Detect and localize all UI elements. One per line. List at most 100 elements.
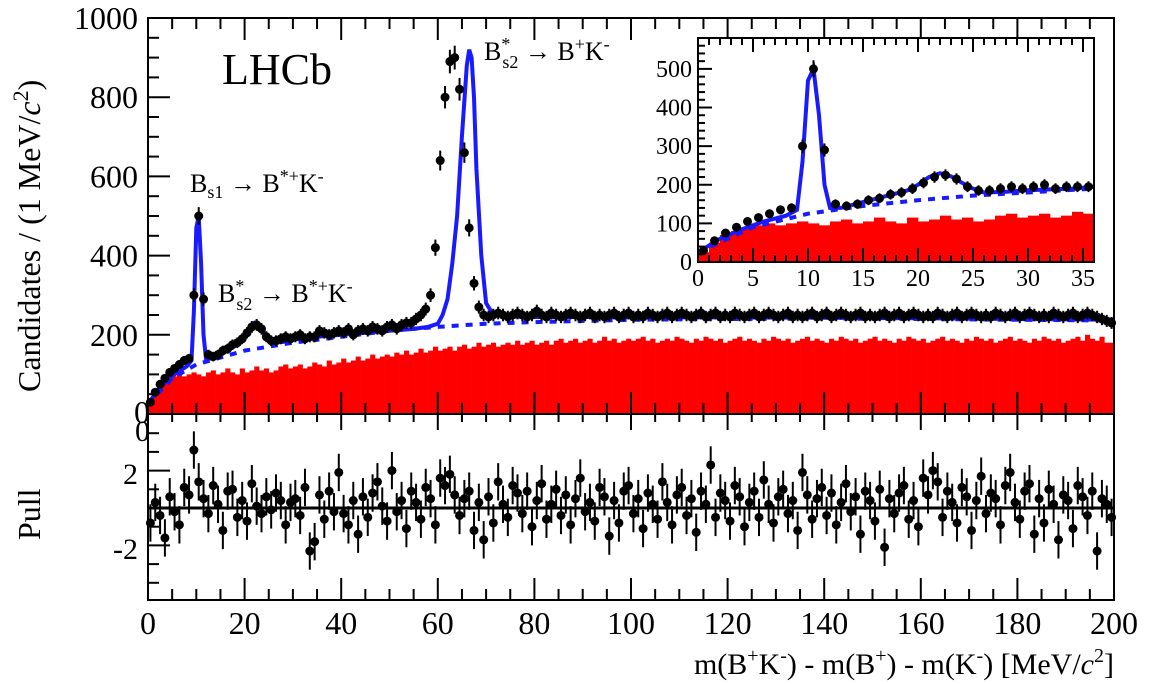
data-point [541,514,551,524]
data-point [421,482,431,492]
histogram-bar [205,372,212,414]
histogram-bar [911,338,917,414]
data-point [421,304,431,314]
data-point [416,514,426,524]
data-point [585,497,595,507]
data-point [691,527,701,537]
x-tick-label: 180 [993,605,1041,641]
data-point [918,473,928,483]
data-point [392,507,402,517]
histogram-bar [1109,342,1115,414]
data-point [754,512,764,522]
pull-axis-title: Pull [11,488,47,540]
data-point [522,486,532,496]
histogram-bar [519,344,526,414]
histogram-bar [790,342,796,414]
histogram-bar [350,360,356,414]
histogram-bar [1027,342,1033,414]
histogram-bar [413,352,419,414]
x-tick-label: 80 [518,605,550,641]
histogram-bar [780,340,786,414]
data-point [358,492,368,502]
data-point [677,482,687,492]
histogram-bar [713,340,719,414]
data-point [184,354,194,364]
histogram-bar [896,338,902,414]
data-point [776,205,785,215]
data-point [711,512,721,522]
histogram-bar [239,368,245,414]
data-point [1039,518,1049,528]
data-point [696,486,706,496]
data-point [580,507,590,517]
data-point [614,518,624,528]
data-point [807,514,817,524]
histogram-bar [529,340,535,414]
data-point [812,494,822,504]
histogram-bar [737,336,743,414]
data-point [864,195,873,205]
data-point [512,488,522,498]
data-point [590,516,600,526]
histogram-bar [196,374,202,414]
histogram-bar [775,225,787,262]
histogram-bar [1041,336,1047,414]
histogram-bar [220,372,226,414]
histogram-bar [1012,340,1018,414]
histogram-bar [824,342,830,414]
histogram-bar [225,368,231,414]
histogram-bar [954,340,960,414]
data-point [633,494,643,504]
histogram-bar [278,366,284,414]
data-point [908,184,917,194]
data-point [1015,514,1025,524]
histogram-bar [176,374,183,414]
histogram-bar [819,225,831,262]
data-point [643,488,653,498]
data-point [672,490,682,500]
histogram-bar [172,376,178,414]
inset-panel: 0 5 10 15 20 25 30 35 0 100 200 300 400 500 [656,37,1095,292]
data-point [575,473,585,483]
data-point [667,520,677,530]
histogram-bar [775,338,782,414]
inset-x-ticks: 0 5 10 15 20 25 30 35 [692,38,1095,292]
inset-y-tick-label: 200 [656,173,692,199]
histogram-bar [602,336,608,414]
histogram-bar [341,358,347,414]
histogram-bar [764,223,776,262]
data-point [653,514,663,524]
data-point [464,223,474,233]
histogram-bar [616,342,622,414]
histogram-bar [548,344,555,414]
data-point [793,525,803,535]
main-y-ticks [148,17,170,415]
histogram-bar [766,340,772,414]
data-point [701,499,711,509]
data-point [880,542,890,552]
data-point [484,492,494,502]
data-point [324,486,334,496]
data-point [740,522,750,532]
data-point [310,537,320,547]
peak-label-bs2: B* s2 → B+K- [484,34,610,72]
histogram-bar [481,346,487,414]
data-point [546,499,556,509]
histogram-bar [1028,215,1040,262]
histogram-bar [597,340,603,414]
data-point [735,492,745,502]
data-point [991,494,1001,504]
histogram-bar [720,234,732,262]
data-point [537,479,547,489]
data-point [822,510,832,520]
histogram-bar [940,336,946,414]
histogram-bar [452,350,458,414]
histogram-bar [797,221,809,262]
histogram-bar [1007,336,1013,414]
data-point [604,531,614,541]
data-point [860,486,870,496]
data-point [657,477,667,487]
data-point [257,324,267,334]
data-point [1087,486,1097,496]
data-point [1034,494,1044,504]
